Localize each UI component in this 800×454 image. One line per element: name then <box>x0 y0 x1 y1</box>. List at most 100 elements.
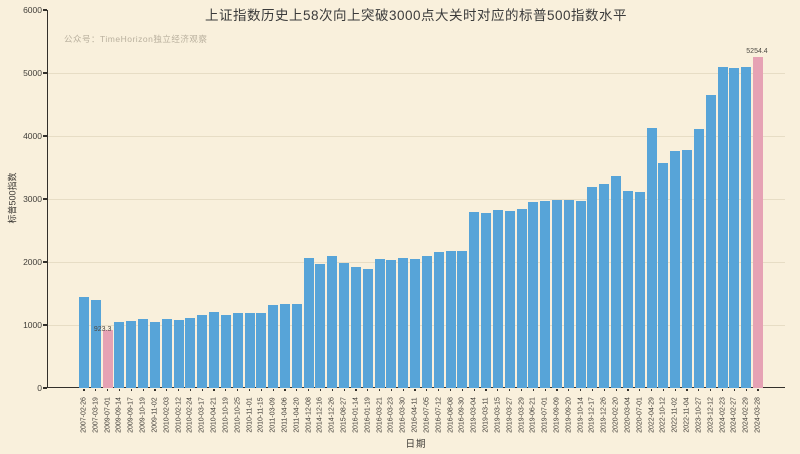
x-tick-label: 2014-12-08 <box>305 397 313 433</box>
bar <box>126 320 137 388</box>
x-tick-label: 2019-06-21 <box>529 397 537 433</box>
bar <box>421 256 432 388</box>
x-tick-mark <box>367 388 369 392</box>
bar <box>753 56 763 388</box>
x-tick-label: 2016-03-21 <box>376 397 384 433</box>
y-tick-mark <box>43 324 47 326</box>
x-tick-label: 2016-03-23 <box>387 397 395 433</box>
x-axis-label: 日期 <box>405 439 427 450</box>
x-tick-label: 2014-12-26 <box>328 397 336 433</box>
x-tick-label: 2009-11-02 <box>151 397 159 433</box>
bar <box>670 151 681 388</box>
x-tick-mark <box>142 388 144 392</box>
bar <box>386 259 397 388</box>
x-tick-label: 2024-03-28 <box>754 397 762 433</box>
x-tick-mark <box>757 388 759 392</box>
x-tick-label: 2019-03-29 <box>518 397 525 433</box>
x-tick-mark <box>686 388 688 392</box>
bar <box>114 321 125 388</box>
bar <box>197 314 208 388</box>
y-tick-label: 3000 <box>23 193 42 204</box>
x-tick-label: 2016-04-11 <box>411 397 419 433</box>
x-tick-label: 2010-11-01 <box>246 397 254 433</box>
x-tick-mark <box>213 388 215 392</box>
bar <box>563 199 574 388</box>
x-tick-mark <box>603 388 605 392</box>
x-tick-mark <box>485 388 487 392</box>
x-tick-label: 2019-09-09 <box>553 397 561 433</box>
x-tick-mark <box>662 388 664 392</box>
x-tick-mark <box>497 388 499 392</box>
bar <box>244 313 255 388</box>
x-tick-label: 2010-10-25 <box>234 397 242 433</box>
x-tick-mark <box>130 388 132 392</box>
x-tick-mark <box>520 388 523 392</box>
y-tick-mark <box>43 198 47 200</box>
x-tick-mark <box>674 388 676 392</box>
bar <box>717 67 728 388</box>
bar <box>90 299 101 388</box>
x-tick-label: 2019-03-15 <box>494 397 502 433</box>
x-tick-label: 2016-01-14 <box>352 397 360 433</box>
x-tick-label: 2010-02-24 <box>186 397 194 433</box>
bar <box>280 303 291 388</box>
x-tick-mark <box>509 388 511 392</box>
x-tick-mark <box>461 388 463 392</box>
bar <box>492 210 503 388</box>
bar <box>256 312 267 388</box>
x-tick-mark <box>107 388 109 392</box>
bar <box>339 262 350 388</box>
x-tick-label: 2024-02-29 <box>742 397 750 433</box>
bar <box>693 128 704 388</box>
x-tick-label: 2010-02-12 <box>175 397 183 433</box>
y-tick-label: 1000 <box>23 319 42 330</box>
y-tick-label: 5000 <box>23 67 42 78</box>
x-tick-mark <box>390 388 393 392</box>
x-tick-mark <box>272 388 274 392</box>
x-tick-mark <box>189 388 191 392</box>
x-tick-label: 2015-08-27 <box>340 397 348 433</box>
bar <box>185 318 196 388</box>
x-tick-mark <box>201 388 203 392</box>
x-tick-mark <box>248 388 251 392</box>
bar <box>658 162 669 388</box>
bar <box>209 312 220 388</box>
x-tick-label: 2010-04-21 <box>210 397 218 433</box>
x-tick-label: 2016-08-08 <box>447 397 455 433</box>
y-tick-label: 2000 <box>23 256 42 267</box>
x-tick-mark <box>449 388 452 392</box>
bar <box>327 256 338 388</box>
x-tick-mark <box>331 388 333 392</box>
bar <box>410 259 421 388</box>
bar <box>705 95 716 388</box>
x-tick-label: 2024-02-23 <box>719 397 727 433</box>
y-tick-label: 0 <box>37 382 42 393</box>
bar <box>161 318 172 388</box>
bar <box>457 251 468 388</box>
x-tick-mark <box>473 388 475 392</box>
x-tick-mark <box>698 388 700 392</box>
x-tick-label: 2016-07-05 <box>423 397 431 433</box>
x-tick-label: 2024-02-27 <box>730 397 738 433</box>
bar-value-annotation: 5254.4 <box>746 47 768 55</box>
x-tick-label: 2014-12-16 <box>316 397 324 433</box>
bar <box>232 313 243 388</box>
bar <box>433 252 444 388</box>
x-tick-mark <box>95 388 97 392</box>
bar <box>315 263 326 388</box>
x-tick-mark <box>615 388 617 392</box>
x-tick-mark <box>568 388 570 392</box>
bar <box>540 201 551 388</box>
x-tick-mark <box>639 388 641 392</box>
x-tick-label: 2020-07-01 <box>636 397 644 433</box>
x-tick-label: 2023-10-27 <box>695 397 703 433</box>
bar <box>611 175 622 388</box>
x-tick-label: 2022-04-29 <box>648 397 656 433</box>
bar <box>481 212 492 388</box>
x-tick-mark <box>426 388 428 392</box>
bar <box>528 202 539 388</box>
x-tick-mark <box>237 388 239 392</box>
x-tick-label: 2010-10-19 <box>222 397 230 433</box>
x-tick-label: 2009-07-01 <box>104 397 112 433</box>
